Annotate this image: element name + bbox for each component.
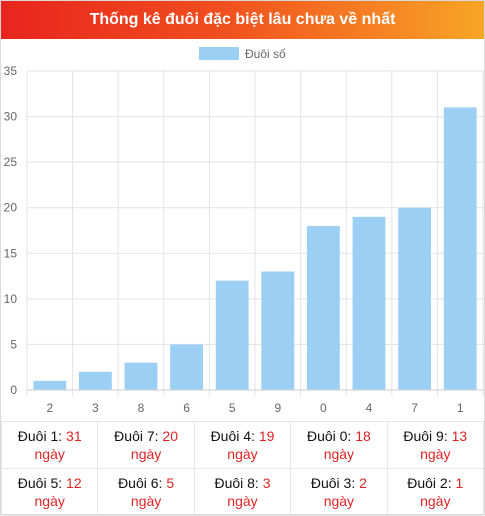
- y-tick-label: 5: [10, 337, 17, 351]
- y-tick-label: 15: [4, 246, 18, 260]
- stats-row: Đuôi 1: 31 ngày Đuôi 7: 20 ngày Đuôi 4: 19 ng…: [0, 421, 485, 469]
- bar: [33, 380, 67, 390]
- bar: [78, 371, 112, 390]
- stat-label: Đuôi 4:: [210, 428, 255, 444]
- stat-unit: ngày: [130, 493, 162, 509]
- stat-unit: ngày: [420, 493, 451, 509]
- stat-value: 20: [162, 428, 178, 444]
- x-tick-label: 9: [274, 401, 281, 415]
- stat-cell: Đuôi 9: 13 ngày: [386, 421, 485, 469]
- stat-label: Đuôi 2:: [407, 475, 452, 491]
- y-tick-label: 0: [10, 383, 17, 397]
- stat-cell: Đuôi 6: 5 ngày: [97, 468, 195, 516]
- stat-unit: ngày: [34, 493, 65, 509]
- bar: [215, 280, 249, 390]
- stat-label: Đuôi 6:: [118, 475, 163, 491]
- bar: [170, 344, 204, 390]
- y-tick-label: 20: [4, 201, 18, 215]
- stat-cell: Đuôi 5: 12 ngày: [0, 468, 99, 516]
- stat-unit: ngày: [323, 493, 355, 509]
- x-tick-label: 2: [46, 401, 53, 415]
- stat-cell: Đuôi 2: 1 ngày: [386, 468, 485, 516]
- y-tick-label: 30: [4, 110, 18, 124]
- x-tick-label: 0: [320, 401, 327, 415]
- stat-cell: Đuôi 3: 2 ngày: [290, 468, 388, 516]
- stat-unit: ngày: [323, 446, 355, 462]
- stat-value: 12: [66, 475, 82, 491]
- chart-title: Thống kê đuôi đặc biệt lâu chưa về nhất: [1, 1, 484, 39]
- x-tick-label: 5: [229, 401, 236, 415]
- stat-cell: Đuôi 4: 19 ngày: [193, 421, 292, 469]
- x-tick-label: 8: [138, 401, 145, 415]
- x-tick-label: 3: [92, 401, 99, 415]
- x-tick-label: 7: [411, 401, 418, 415]
- stat-label: Đuôi 1:: [17, 428, 63, 444]
- stat-unit: ngày: [34, 446, 65, 462]
- bar: [352, 216, 386, 390]
- stat-unit: ngày: [227, 493, 258, 509]
- stat-unit: ngày: [227, 446, 258, 462]
- stat-value: 1: [455, 475, 464, 491]
- stat-value: 3: [262, 475, 271, 491]
- stat-value: 18: [355, 428, 371, 444]
- stat-value: 13: [451, 428, 468, 444]
- stat-value: 19: [258, 428, 275, 444]
- stat-label: Đuôi 5:: [17, 475, 63, 491]
- stat-label: Đuôi 8:: [214, 475, 259, 491]
- stat-value: 31: [66, 428, 82, 444]
- stat-label: Đuôi 3:: [310, 475, 356, 491]
- y-tick-label: 25: [4, 155, 18, 169]
- legend-swatch: [199, 47, 239, 60]
- x-tick-label: 4: [366, 401, 373, 415]
- bar: [398, 207, 432, 390]
- stats-row: Đuôi 5: 12 ngày Đuôi 6: 5 ngày Đuôi 8: 3 ngày…: [0, 468, 485, 516]
- stat-value: 5: [166, 475, 175, 491]
- stat-value: 2: [359, 475, 367, 491]
- x-tick-label: 1: [457, 401, 464, 415]
- bar: [261, 271, 295, 390]
- stat-cell: Đuôi 1: 31 ngày: [0, 421, 99, 469]
- stat-cell: Đuôi 0: 18 ngày: [290, 421, 388, 469]
- y-tick-label: 35: [4, 64, 18, 78]
- bar: [443, 107, 477, 390]
- y-tick-label: 10: [4, 292, 18, 306]
- bar: [306, 225, 340, 390]
- stat-cell: Đuôi 8: 3 ngày: [193, 468, 292, 516]
- bar: [124, 362, 158, 390]
- stat-label: Đuôi 9:: [403, 428, 448, 444]
- stat-unit: ngày: [130, 446, 162, 462]
- stat-cell: Đuôi 7: 20 ngày: [97, 421, 195, 469]
- stat-label: Đuôi 7:: [114, 428, 159, 444]
- stat-label: Đuôi 0:: [306, 428, 352, 444]
- x-tick-label: 6: [183, 401, 190, 415]
- legend-label: Đuôi số: [245, 47, 286, 61]
- bar-chart: Đuôi số 0 5 10 15 20 25 30 35 2 3 8 6 5 9 0 4 7 1: [4, 47, 484, 415]
- stats-table: Đuôi 1: 31 ngày Đuôi 7: 20 ngày Đuôi 4: 19 ng…: [0, 421, 485, 516]
- stat-unit: ngày: [420, 446, 451, 462]
